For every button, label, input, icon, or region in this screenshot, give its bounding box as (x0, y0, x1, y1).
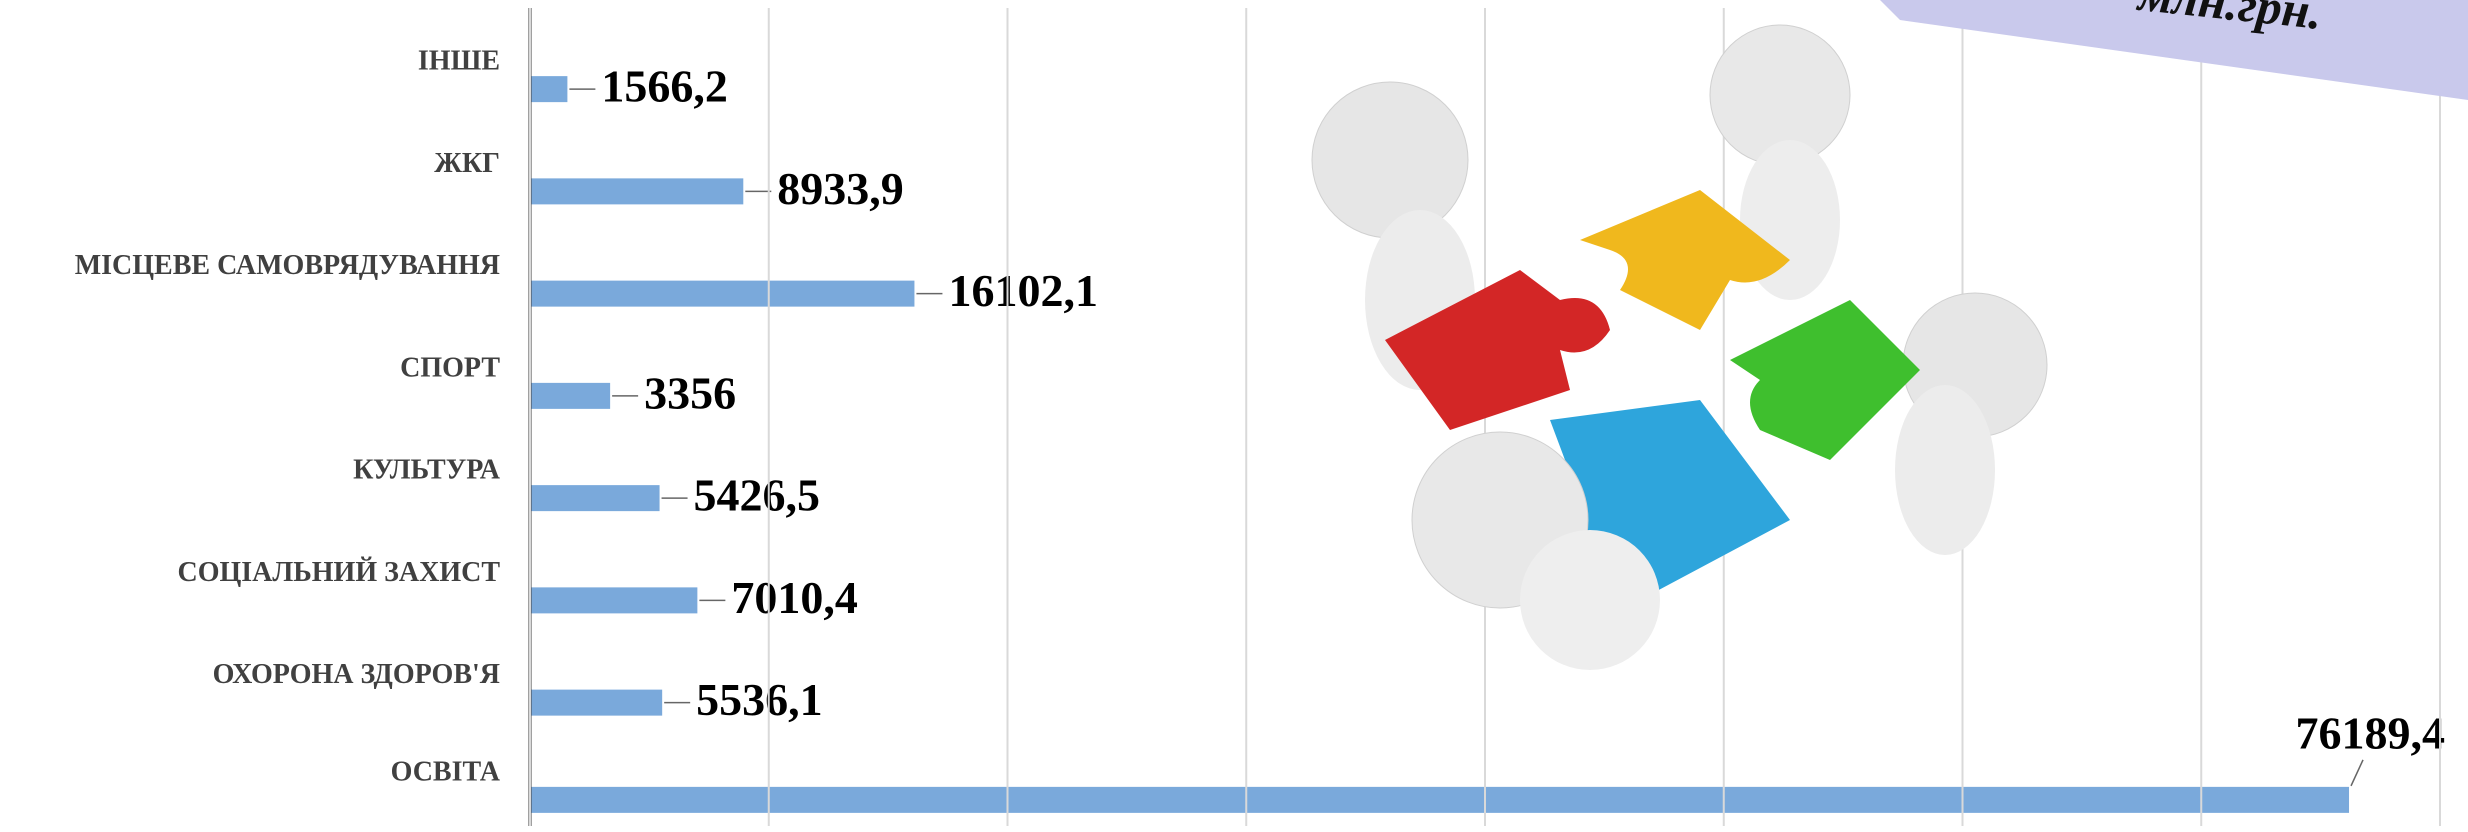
category-label: ОХОРОНА ЗДОРОВ'Я (213, 659, 500, 690)
category-label: СОЦІАЛЬНИЙ ЗАХИСТ (177, 557, 500, 588)
bar (530, 485, 660, 512)
category-label: МІСЦЕВЕ САМОВРЯДУВАННЯ (75, 250, 500, 281)
leader-line (2350, 759, 2364, 787)
bar (530, 280, 915, 307)
value-label: 5536,1 (696, 674, 823, 725)
category-label: КУЛЬТУРА (353, 455, 501, 486)
value-label: 1566,2 (601, 61, 728, 112)
value-label: 8933,9 (777, 163, 904, 214)
category-label: ЖКГ (434, 148, 500, 179)
bar (530, 786, 2350, 813)
value-label: 7010,4 (731, 572, 858, 623)
bar (530, 178, 744, 205)
category-label: ОСВІТА (391, 756, 501, 787)
value-label: 76189,4 (2296, 707, 2446, 758)
bar (530, 689, 663, 716)
title-banner: млн.грн. (1880, 0, 2468, 100)
value-label: 3356 (644, 367, 736, 418)
value-label: 16102,1 (948, 265, 1098, 316)
value-label: 5426,5 (694, 470, 821, 521)
bar (530, 76, 568, 103)
bar (530, 587, 698, 614)
bar (530, 382, 611, 409)
category-label: ІНШЕ (418, 46, 500, 77)
category-label: СПОРТ (400, 352, 500, 383)
illustration (1311, 24, 2048, 670)
